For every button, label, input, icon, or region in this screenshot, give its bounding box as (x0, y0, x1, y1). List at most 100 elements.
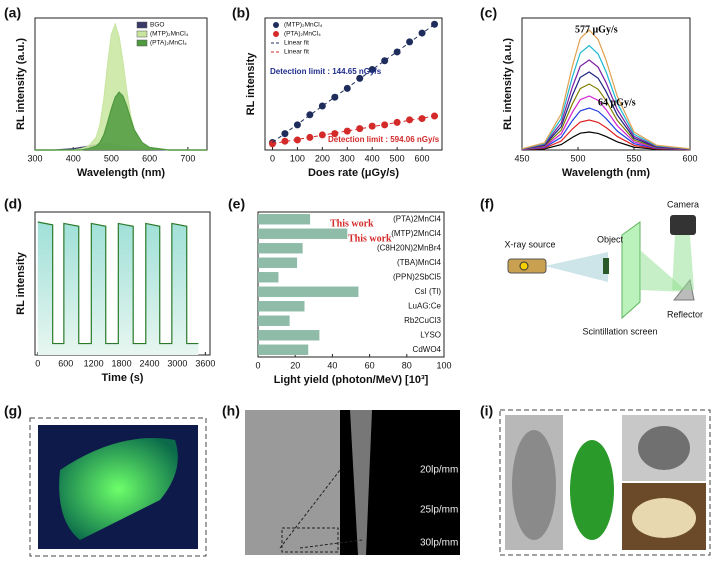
panel-label: (g) (4, 403, 22, 419)
beetle-xray (512, 430, 556, 540)
line (521, 131, 691, 151)
x-tick-label: 600 (142, 153, 157, 163)
area (35, 92, 207, 150)
x-tick-label: 600 (58, 358, 73, 368)
point (356, 125, 364, 133)
radiation-icon (519, 261, 529, 271)
annotation: Detection limit : 594.06 nGy/s (328, 135, 440, 144)
x-axis-label: Wavelength (nm) (77, 167, 166, 179)
scintillator-photo: (g) (4, 403, 207, 557)
line (521, 44, 691, 150)
fit-line (272, 115, 435, 145)
bar (258, 257, 298, 268)
diagram-label: X-ray source (504, 239, 555, 249)
annotation: 577 μGy/s (575, 24, 618, 35)
legend-swatch (273, 31, 279, 37)
point (368, 122, 376, 130)
x-tick-label: 0 (35, 358, 40, 368)
diagram-label: Object (597, 234, 624, 244)
x-tick-label: 100 (290, 153, 305, 163)
line (521, 95, 691, 150)
point (431, 20, 439, 28)
bar (258, 344, 309, 355)
y-axis-label: RL intensity (a.u.) (502, 38, 514, 130)
bar (258, 286, 359, 297)
x-tick-label: 3600 (195, 358, 215, 368)
category-label: (C8H20N)2MnBr4 (377, 243, 442, 252)
panel-label: (d) (4, 196, 22, 212)
frame (29, 417, 207, 557)
x-tick-label: 600 (682, 153, 697, 163)
legend-label: (MTP)₂MnCl₄ (150, 31, 189, 38)
bar (258, 214, 311, 225)
x-tick-label: 1800 (112, 358, 132, 368)
legend-swatch (273, 22, 279, 28)
y-axis-label: RL intensity (a.u.) (15, 38, 27, 130)
y-axis-label: RL intensity (245, 52, 257, 116)
x-tick-label: 200 (315, 153, 330, 163)
point (343, 127, 351, 135)
x-axis-label: Wavelength (nm) (562, 167, 651, 179)
legend-label: (PTA)₂MnCl₄ (150, 40, 187, 47)
bar (258, 301, 305, 312)
line-pattern (350, 410, 372, 555)
x-tick-label: 300 (27, 153, 42, 163)
x-tick-label: 20 (290, 360, 300, 370)
legend-label: (PTA)₂MnCl₄ (284, 31, 321, 38)
annotation: This work (348, 233, 392, 244)
x-tick-label: 500 (570, 153, 585, 163)
test-pattern (245, 410, 340, 555)
panel-label: (i) (480, 403, 493, 419)
point (281, 137, 289, 145)
x-tick-label: 300 (340, 153, 355, 163)
point (293, 136, 301, 144)
setup-diagram: (f) Camera X-ray source Object Scintilla… (480, 196, 703, 337)
line (35, 91, 207, 151)
resolution-label: 30lp/mm (420, 538, 458, 549)
panel-label: (b) (232, 5, 250, 21)
x-tick-label: 1200 (84, 358, 104, 368)
category-label: (MTP)2MnCl4 (391, 229, 441, 238)
resolution-label: 25lp/mm (420, 505, 458, 516)
resolution-image: (h) 20lp/mm 25lp/mm 30lp/mm (222, 403, 460, 555)
x-tick-label: 400 (66, 153, 81, 163)
line (37, 221, 199, 345)
x-tick-label: 450 (514, 153, 529, 163)
x-tick-label: 600 (415, 153, 430, 163)
x-axis-label: Light yield (photon/MeV) [10³] (274, 374, 429, 386)
light-beam-up (672, 235, 694, 290)
fish (632, 498, 696, 538)
bar (258, 243, 303, 254)
object (603, 258, 609, 274)
line (521, 29, 691, 150)
category-label: Rb2CuCl3 (404, 316, 441, 325)
scintillation-screen (621, 221, 641, 320)
bar (258, 228, 348, 239)
legend-label: BGO (150, 22, 164, 29)
panel-label: (h) (222, 403, 240, 419)
annotation: This work (330, 218, 374, 229)
x-tick-label: 100 (436, 360, 451, 370)
line (521, 71, 691, 150)
area (35, 24, 207, 151)
category-label: CdWO4 (413, 345, 442, 354)
x-axis-label: Time (s) (102, 372, 144, 384)
x-tick-label: 3000 (167, 358, 187, 368)
legend-swatch (136, 21, 148, 29)
category-label: (TBA)MnCl4 (397, 258, 442, 267)
legend-label: (MTP)₂MnCl₄ (284, 22, 323, 29)
x-axis-label: Does rate (μGy/s) (308, 167, 399, 179)
xray-beam (545, 252, 608, 282)
legend-swatch (136, 39, 148, 47)
bar (258, 315, 290, 326)
point (418, 115, 426, 123)
x-tick-label: 500 (390, 153, 405, 163)
x-tick-label: 2400 (139, 358, 159, 368)
annotation: Detection limit : 144.65 nGy/s (270, 67, 382, 76)
legend-label: Linear fit (284, 40, 309, 47)
x-tick-label: 0 (270, 153, 275, 163)
bar (258, 330, 320, 341)
x-tick-label: 550 (626, 153, 641, 163)
x-tick-label: 0 (255, 360, 260, 370)
